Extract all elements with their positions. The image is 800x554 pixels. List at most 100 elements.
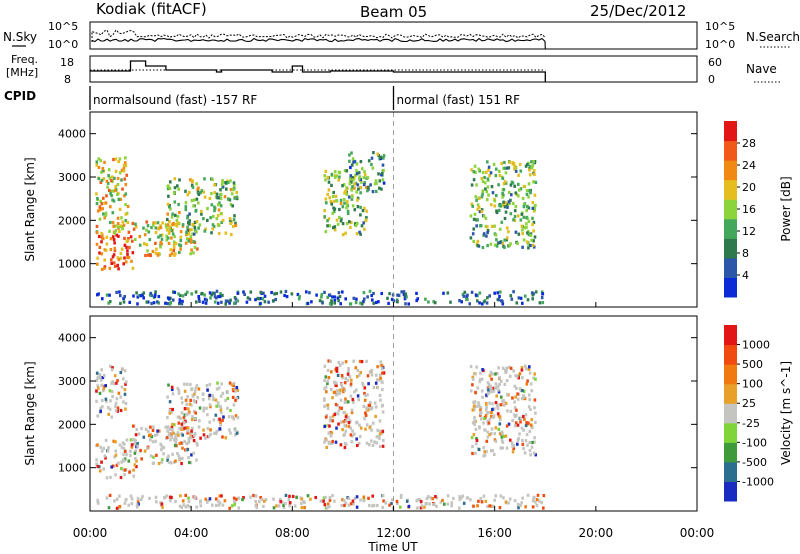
range-cell bbox=[477, 167, 481, 171]
range-cell bbox=[122, 262, 125, 266]
range-cell bbox=[279, 500, 282, 504]
range-cell bbox=[161, 221, 164, 225]
range-cell bbox=[471, 375, 475, 379]
range-cell bbox=[220, 382, 223, 386]
range-cell bbox=[516, 438, 520, 442]
range-cell bbox=[249, 290, 253, 294]
range-cell bbox=[170, 435, 174, 439]
range-cell bbox=[378, 436, 381, 441]
range-cell bbox=[175, 224, 179, 228]
range-cell bbox=[507, 200, 511, 204]
range-cell bbox=[272, 299, 275, 303]
range-cell bbox=[228, 301, 231, 305]
range-cell bbox=[177, 391, 181, 395]
range-cell bbox=[339, 302, 342, 306]
range-cell bbox=[167, 241, 171, 245]
range-cell bbox=[360, 302, 364, 306]
range-cell bbox=[381, 172, 384, 176]
range-cell bbox=[120, 445, 124, 449]
range-cell bbox=[494, 174, 498, 178]
range-cell bbox=[529, 233, 533, 237]
range-cell bbox=[498, 227, 502, 231]
range-cell bbox=[282, 505, 286, 510]
range-cell bbox=[525, 240, 529, 244]
range-cell bbox=[344, 231, 347, 235]
range-cell bbox=[179, 235, 183, 239]
range-cell bbox=[360, 224, 364, 228]
range-cell bbox=[418, 498, 421, 502]
range-cell bbox=[149, 253, 152, 258]
range-cell bbox=[211, 223, 215, 227]
range-cell bbox=[108, 493, 112, 497]
range-cell bbox=[214, 195, 218, 199]
range-cell bbox=[530, 426, 534, 430]
range-cell bbox=[363, 206, 366, 210]
range-cell bbox=[528, 168, 531, 172]
colorbar-label-1-7: -1000 bbox=[742, 475, 774, 488]
range-cell bbox=[121, 227, 124, 231]
range-cell bbox=[471, 444, 474, 449]
range-cell bbox=[513, 414, 517, 419]
range-cell bbox=[381, 178, 385, 182]
range-cell bbox=[112, 189, 115, 193]
range-cell bbox=[195, 220, 199, 224]
range-cell bbox=[323, 174, 326, 178]
range-cell bbox=[404, 302, 407, 306]
range-cell bbox=[208, 393, 212, 397]
noise-right-label: N.Search bbox=[746, 30, 800, 44]
range-cell bbox=[120, 168, 124, 172]
range-cell bbox=[332, 226, 335, 230]
range-cell bbox=[133, 463, 137, 467]
range-cell bbox=[115, 463, 119, 467]
range-cell bbox=[170, 410, 173, 414]
range-cell bbox=[351, 429, 354, 433]
range-cell bbox=[472, 227, 475, 231]
range-cell bbox=[252, 493, 255, 498]
range-cell bbox=[215, 217, 219, 221]
range-cell bbox=[178, 293, 182, 298]
range-cell bbox=[208, 497, 212, 501]
range-cell bbox=[98, 373, 102, 377]
range-cell bbox=[114, 401, 118, 405]
range-cell bbox=[333, 295, 337, 299]
range-cell bbox=[166, 458, 169, 462]
range-cell bbox=[475, 404, 478, 408]
range-cell bbox=[343, 388, 347, 392]
colorbar-swatch-0-6 bbox=[724, 160, 737, 181]
range-cell bbox=[347, 496, 351, 500]
range-cell bbox=[470, 168, 473, 172]
range-cell bbox=[494, 372, 497, 376]
range-cell bbox=[493, 199, 497, 203]
range-cell bbox=[374, 381, 378, 385]
range-cell bbox=[178, 300, 182, 304]
range-cell bbox=[219, 196, 223, 201]
range-cell bbox=[504, 370, 507, 374]
range-cell bbox=[359, 498, 362, 502]
range-cell bbox=[130, 497, 134, 501]
range-cell bbox=[337, 408, 341, 412]
range-cell bbox=[98, 234, 101, 239]
range-cell bbox=[473, 419, 476, 423]
range-cell bbox=[219, 420, 222, 424]
range-cell bbox=[496, 412, 500, 416]
range-cell bbox=[499, 403, 503, 407]
range-cell bbox=[349, 176, 352, 180]
range-cell bbox=[113, 264, 117, 268]
range-cell bbox=[472, 433, 476, 437]
range-cell bbox=[528, 440, 531, 445]
range-cell bbox=[475, 438, 479, 442]
range-cell bbox=[232, 381, 236, 386]
range-cell bbox=[533, 440, 536, 444]
range-cell bbox=[174, 499, 177, 504]
range-cell bbox=[381, 371, 384, 375]
range-cell bbox=[402, 290, 406, 294]
range-cell bbox=[503, 382, 507, 386]
range-cell bbox=[202, 409, 205, 413]
range-cell bbox=[342, 498, 346, 502]
range-cell bbox=[515, 408, 518, 412]
range-cell bbox=[185, 233, 188, 237]
range-cell bbox=[325, 390, 328, 394]
range-cell bbox=[488, 294, 491, 298]
range-cell bbox=[217, 386, 221, 390]
range-cell bbox=[541, 301, 545, 305]
